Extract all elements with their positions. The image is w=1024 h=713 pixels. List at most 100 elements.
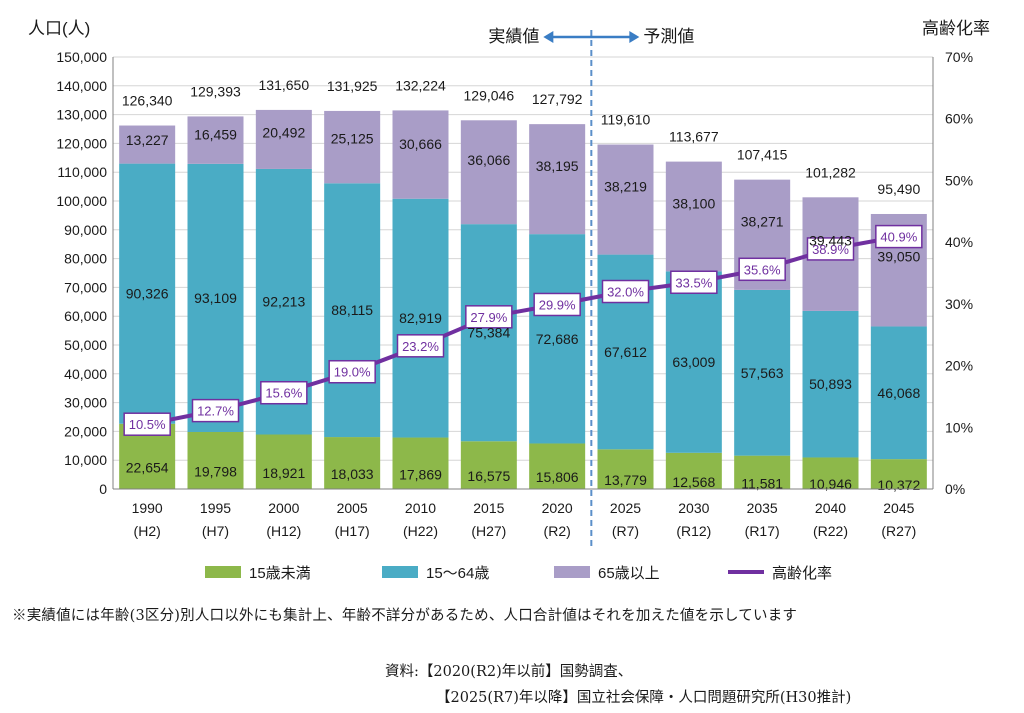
aging-rate-label-box [465, 305, 513, 329]
value-label-65plus: 36,066 [467, 152, 510, 168]
x-tick-sublabel: (H7) [202, 523, 229, 539]
legend-aging-rate-label: 高齢化率 [772, 565, 832, 582]
value-label-65plus: 38,100 [672, 195, 715, 211]
y2-tick-label: 20% [945, 358, 973, 374]
value-label-under15: 16,575 [467, 468, 510, 484]
x-tick-sublabel: (H22) [403, 523, 438, 539]
bar-under15 [324, 437, 381, 489]
x-tick-sublabel: (R22) [813, 523, 848, 539]
x-tick-label: 2035 [747, 500, 778, 516]
x-tick-label: 2010 [405, 500, 436, 516]
aging-rate-label-box [601, 279, 650, 304]
x-tick-label: 2020 [542, 500, 573, 516]
value-label-65plus: 39,443 [809, 232, 852, 248]
aging-rate-label-box [738, 257, 786, 282]
y2-tick-label: 10% [945, 419, 973, 435]
aging-rate-label-box [396, 334, 445, 358]
gridlines [113, 56, 933, 461]
aging-rate-label: 27.9% [470, 310, 507, 325]
y-tick-label: 70,000 [64, 279, 107, 295]
value-label-65plus: 38,219 [604, 178, 647, 194]
total-label: 131,925 [327, 78, 378, 94]
value-label-65plus: 25,125 [331, 130, 374, 146]
aging-rate-label: 29.9% [539, 297, 576, 312]
data-labels: 22,654 90,326 13,227 126,340 19,798 93,109 16,… [122, 77, 921, 493]
value-label-under15: 11,581 [741, 475, 783, 491]
actual-values-label: 実績値 [488, 27, 539, 46]
x-tick-sublabel: (R17) [745, 523, 780, 539]
bar-65plus [255, 109, 312, 169]
y-tick-label: 20,000 [64, 423, 107, 439]
bar-under15 [802, 457, 859, 489]
value-label-65plus: 38,271 [741, 214, 784, 230]
aging-rate-label: 38.9% [812, 242, 849, 257]
legend-15-64-label: 15〜64歳 [426, 565, 489, 582]
bar-15-64 [734, 289, 791, 456]
bar-65plus [392, 110, 449, 199]
x-tick-label: 2045 [883, 500, 914, 516]
x-tick-label: 2040 [815, 500, 846, 516]
total-label: 126,340 [122, 93, 173, 109]
aging-rate-label-box [533, 292, 581, 317]
total-label: 95,490 [877, 181, 920, 197]
y-tick-label: 50,000 [64, 337, 107, 353]
bar-15-64 [870, 326, 927, 460]
aging-rate-label: 33.5% [675, 275, 712, 290]
x-tick-sublabel: (R12) [676, 523, 711, 539]
aging-rate-label: 19.0% [334, 365, 371, 380]
x-tick-label: 2000 [268, 500, 299, 516]
aging-rate-label-box [260, 380, 308, 405]
arrow-left-head [543, 31, 554, 43]
bar-under15 [870, 459, 927, 489]
bar-65plus [665, 161, 722, 272]
x-tick-sublabel: (R7) [612, 523, 639, 539]
y2-tick-label: 70% [945, 49, 973, 65]
bar-15-64 [460, 224, 517, 442]
bar-under15 [187, 431, 244, 489]
legend: 15歳未満 15〜64歳 65歳以上 高齢化率 [205, 565, 832, 582]
value-label-under15: 13,779 [604, 472, 647, 488]
value-label-15-64: 92,213 [262, 294, 305, 310]
legend-under15-label: 15歳未満 [249, 565, 311, 582]
value-label-15-64: 46,068 [877, 385, 920, 401]
aging-rate-label-box [123, 412, 171, 436]
y-tick-label: 120,000 [56, 135, 107, 151]
value-label-under15: 18,033 [331, 466, 374, 482]
value-label-15-64: 72,686 [536, 331, 579, 347]
y2-axis-title: 高齢化率 [922, 19, 990, 38]
aging-rate-label-box [875, 224, 923, 249]
value-label-under15: 10,946 [809, 476, 852, 492]
source-line-2: 【2025(R7)年以降】国立社会保障・人口問題研究所(H30推計) [436, 690, 852, 706]
source-line-1: 資料:【2020(R2)年以前】国勢調査、 [385, 664, 633, 680]
bar-65plus [597, 144, 654, 255]
value-label-15-64: 90,326 [126, 286, 169, 302]
y2-tick-label: 40% [945, 234, 973, 250]
x-tick-sublabel: (R2) [544, 523, 571, 539]
x-tick-sublabel: (H27) [471, 523, 506, 539]
total-label: 101,282 [805, 164, 856, 180]
value-label-15-64: 82,919 [399, 310, 442, 326]
total-label: 107,415 [737, 147, 788, 163]
value-label-65plus: 39,050 [877, 249, 920, 265]
y-axis-title: 人口(人) [28, 19, 90, 38]
bar-under15 [597, 449, 654, 489]
x-tick-sublabel: (R27) [881, 523, 916, 539]
x-tick-label: 2025 [610, 500, 641, 516]
total-label: 129,393 [190, 83, 241, 99]
y-tick-label: 60,000 [64, 308, 107, 324]
y-tick-label: 0 [99, 481, 107, 497]
aging-rate-label: 15.6% [265, 386, 302, 401]
value-label-65plus: 13,227 [126, 132, 169, 148]
legend-65plus-swatch [554, 566, 590, 578]
bar-under15 [460, 441, 517, 489]
value-label-15-64: 75,384 [467, 325, 510, 341]
value-label-15-64: 67,612 [604, 344, 647, 360]
total-label: 113,677 [669, 129, 719, 145]
x-tick-sublabel: (H17) [335, 523, 370, 539]
aging-rate-label-box [191, 398, 240, 423]
value-label-under15: 18,921 [262, 465, 305, 481]
footnote: ※実績値には年齢(3区分)別人口以外にも集計上、年齢不詳分があるため、人口合計値… [12, 608, 798, 624]
divider: 実績値 予測値 [488, 27, 694, 549]
bar-15-64 [119, 163, 176, 424]
aging-rate-label-box [670, 270, 718, 295]
